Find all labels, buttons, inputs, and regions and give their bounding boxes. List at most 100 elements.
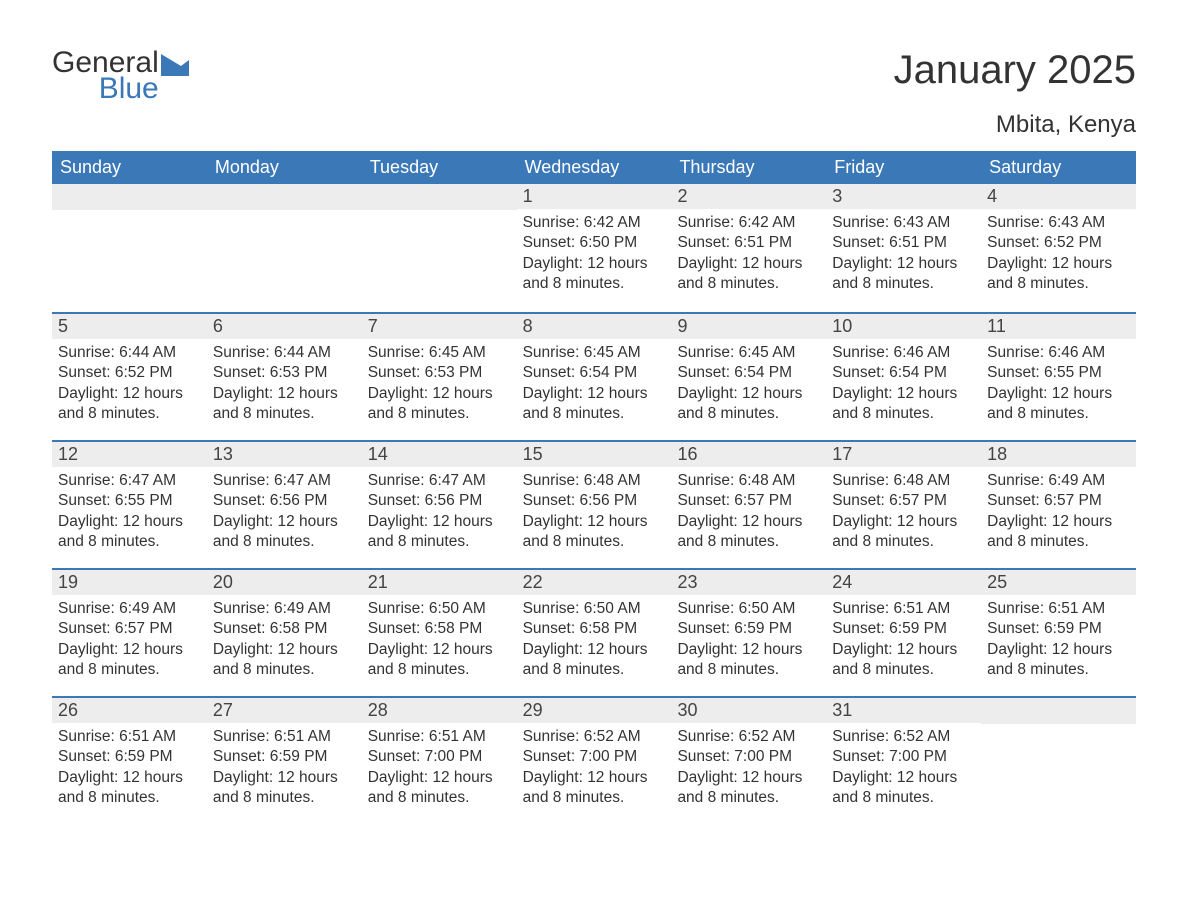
sunset-text: Sunset: 6:53 PM	[368, 363, 511, 383]
day-body: Sunrise: 6:44 AMSunset: 6:52 PMDaylight:…	[52, 339, 207, 435]
day-cell: 27Sunrise: 6:51 AMSunset: 6:59 PMDayligh…	[207, 698, 362, 824]
sunrise-text: Sunrise: 6:49 AM	[58, 599, 201, 619]
day-cell: 24Sunrise: 6:51 AMSunset: 6:59 PMDayligh…	[826, 570, 981, 696]
sunset-text: Sunset: 6:56 PM	[368, 491, 511, 511]
daylight-text: Daylight: 12 hours and 8 minutes.	[523, 384, 666, 425]
day-number: 23	[671, 570, 826, 595]
daylight-text: Daylight: 12 hours and 8 minutes.	[677, 254, 820, 295]
day-number: 19	[52, 570, 207, 595]
sunset-text: Sunset: 6:51 PM	[832, 233, 975, 253]
daylight-text: Daylight: 12 hours and 8 minutes.	[523, 254, 666, 295]
sunset-text: Sunset: 6:57 PM	[677, 491, 820, 511]
logo: General Blue	[52, 48, 189, 104]
day-number: 13	[207, 442, 362, 467]
day-cell: 11Sunrise: 6:46 AMSunset: 6:55 PMDayligh…	[981, 314, 1136, 440]
day-body: Sunrise: 6:47 AMSunset: 6:56 PMDaylight:…	[207, 467, 362, 563]
week-row: 12Sunrise: 6:47 AMSunset: 6:55 PMDayligh…	[52, 440, 1136, 568]
day-cell: 22Sunrise: 6:50 AMSunset: 6:58 PMDayligh…	[517, 570, 672, 696]
sunset-text: Sunset: 6:55 PM	[987, 363, 1130, 383]
sunset-text: Sunset: 6:54 PM	[677, 363, 820, 383]
day-cell: 10Sunrise: 6:46 AMSunset: 6:54 PMDayligh…	[826, 314, 981, 440]
day-cell: 28Sunrise: 6:51 AMSunset: 7:00 PMDayligh…	[362, 698, 517, 824]
week-row: 5Sunrise: 6:44 AMSunset: 6:52 PMDaylight…	[52, 312, 1136, 440]
sunset-text: Sunset: 6:57 PM	[58, 619, 201, 639]
day-cell: 3Sunrise: 6:43 AMSunset: 6:51 PMDaylight…	[826, 184, 981, 312]
day-cell	[207, 184, 362, 312]
day-body: Sunrise: 6:45 AMSunset: 6:53 PMDaylight:…	[362, 339, 517, 435]
day-number: 15	[517, 442, 672, 467]
sunset-text: Sunset: 6:52 PM	[987, 233, 1130, 253]
day-body: Sunrise: 6:51 AMSunset: 7:00 PMDaylight:…	[362, 723, 517, 819]
day-number: 30	[671, 698, 826, 723]
day-number: 18	[981, 442, 1136, 467]
daylight-text: Daylight: 12 hours and 8 minutes.	[677, 384, 820, 425]
week-row: 1Sunrise: 6:42 AMSunset: 6:50 PMDaylight…	[52, 184, 1136, 312]
day-cell: 15Sunrise: 6:48 AMSunset: 6:56 PMDayligh…	[517, 442, 672, 568]
sunset-text: Sunset: 6:55 PM	[58, 491, 201, 511]
sunrise-text: Sunrise: 6:42 AM	[523, 213, 666, 233]
day-body: Sunrise: 6:52 AMSunset: 7:00 PMDaylight:…	[517, 723, 672, 819]
sunrise-text: Sunrise: 6:46 AM	[832, 343, 975, 363]
sunset-text: Sunset: 6:59 PM	[58, 747, 201, 767]
day-body: Sunrise: 6:52 AMSunset: 7:00 PMDaylight:…	[826, 723, 981, 819]
day-number: 10	[826, 314, 981, 339]
day-cell	[981, 698, 1136, 824]
day-cell: 23Sunrise: 6:50 AMSunset: 6:59 PMDayligh…	[671, 570, 826, 696]
day-cell: 19 Sunrise: 6:49 AMSunset: 6:57 PMDayligh…	[52, 570, 207, 696]
sunrise-text: Sunrise: 6:45 AM	[677, 343, 820, 363]
sunset-text: Sunset: 6:54 PM	[523, 363, 666, 383]
daylight-text: Daylight: 12 hours and 8 minutes.	[987, 640, 1130, 681]
sunrise-text: Sunrise: 6:45 AM	[368, 343, 511, 363]
day-cell: 25Sunrise: 6:51 AMSunset: 6:59 PMDayligh…	[981, 570, 1136, 696]
day-body: Sunrise: 6:51 AMSunset: 6:59 PMDaylight:…	[826, 595, 981, 691]
day-body: Sunrise: 6:48 AMSunset: 6:57 PMDaylight:…	[671, 467, 826, 563]
day-cell	[362, 184, 517, 312]
sunrise-text: Sunrise: 6:47 AM	[213, 471, 356, 491]
day-number: 25	[981, 570, 1136, 595]
day-cell: 26Sunrise: 6:51 AMSunset: 6:59 PMDayligh…	[52, 698, 207, 824]
day-body: Sunrise: 6:51 AMSunset: 6:59 PMDaylight:…	[207, 723, 362, 819]
daylight-text: Daylight: 12 hours and 8 minutes.	[58, 640, 201, 681]
daylight-text: Daylight: 12 hours and 8 minutes.	[677, 512, 820, 553]
sunrise-text: Sunrise: 6:44 AM	[58, 343, 201, 363]
day-cell: 21Sunrise: 6:50 AMSunset: 6:58 PMDayligh…	[362, 570, 517, 696]
daylight-text: Daylight: 12 hours and 8 minutes.	[368, 768, 511, 809]
daylight-text: Daylight: 12 hours and 8 minutes.	[213, 640, 356, 681]
sunset-text: Sunset: 6:59 PM	[213, 747, 356, 767]
daylight-text: Daylight: 12 hours and 8 minutes.	[523, 512, 666, 553]
daylight-text: Daylight: 12 hours and 8 minutes.	[987, 254, 1130, 295]
sunset-text: Sunset: 7:00 PM	[832, 747, 975, 767]
sunrise-text: Sunrise: 6:52 AM	[677, 727, 820, 747]
day-cell: 6Sunrise: 6:44 AMSunset: 6:53 PMDaylight…	[207, 314, 362, 440]
day-body: Sunrise: 6:50 AMSunset: 6:59 PMDaylight:…	[671, 595, 826, 691]
title-block: January 2025 Mbita, Kenya	[894, 48, 1136, 139]
day-body: Sunrise: 6:45 AMSunset: 6:54 PMDaylight:…	[671, 339, 826, 435]
day-number: 4	[981, 184, 1136, 209]
sunset-text: Sunset: 6:50 PM	[523, 233, 666, 253]
day-cell: 9Sunrise: 6:45 AMSunset: 6:54 PMDaylight…	[671, 314, 826, 440]
sunrise-text: Sunrise: 6:44 AM	[213, 343, 356, 363]
week-row: 19Sunrise: 6:49 AMSunset: 6:57 PMDayligh…	[52, 568, 1136, 696]
sunrise-text: Sunrise: 6:47 AM	[368, 471, 511, 491]
sunset-text: Sunset: 6:56 PM	[213, 491, 356, 511]
sunset-text: Sunset: 6:59 PM	[832, 619, 975, 639]
day-number: 5	[52, 314, 207, 339]
sunrise-text: Sunrise: 6:52 AM	[523, 727, 666, 747]
daylight-text: Daylight: 12 hours and 8 minutes.	[368, 512, 511, 553]
sunrise-text: Sunrise: 6:50 AM	[677, 599, 820, 619]
daylight-text: Daylight: 12 hours and 8 minutes.	[832, 254, 975, 295]
day-number: 1	[517, 184, 672, 209]
sunrise-text: Sunrise: 6:51 AM	[58, 727, 201, 747]
day-number: 12	[52, 442, 207, 467]
sunrise-text: Sunrise: 6:47 AM	[58, 471, 201, 491]
day-body: Sunrise: 6:49 AMSunset: 6:57 PMDaylight:…	[981, 467, 1136, 563]
day-number: 8	[517, 314, 672, 339]
sunset-text: Sunset: 6:57 PM	[832, 491, 975, 511]
day-number: 24	[826, 570, 981, 595]
sunrise-text: Sunrise: 6:43 AM	[987, 213, 1130, 233]
sunrise-text: Sunrise: 6:45 AM	[523, 343, 666, 363]
day-number: 3	[826, 184, 981, 209]
weeks-container: 1Sunrise: 6:42 AMSunset: 6:50 PMDaylight…	[52, 184, 1136, 824]
day-cell: 8 Sunrise: 6:45 AMSunset: 6:54 PMDaylight…	[517, 314, 672, 440]
day-number: 22	[517, 570, 672, 595]
